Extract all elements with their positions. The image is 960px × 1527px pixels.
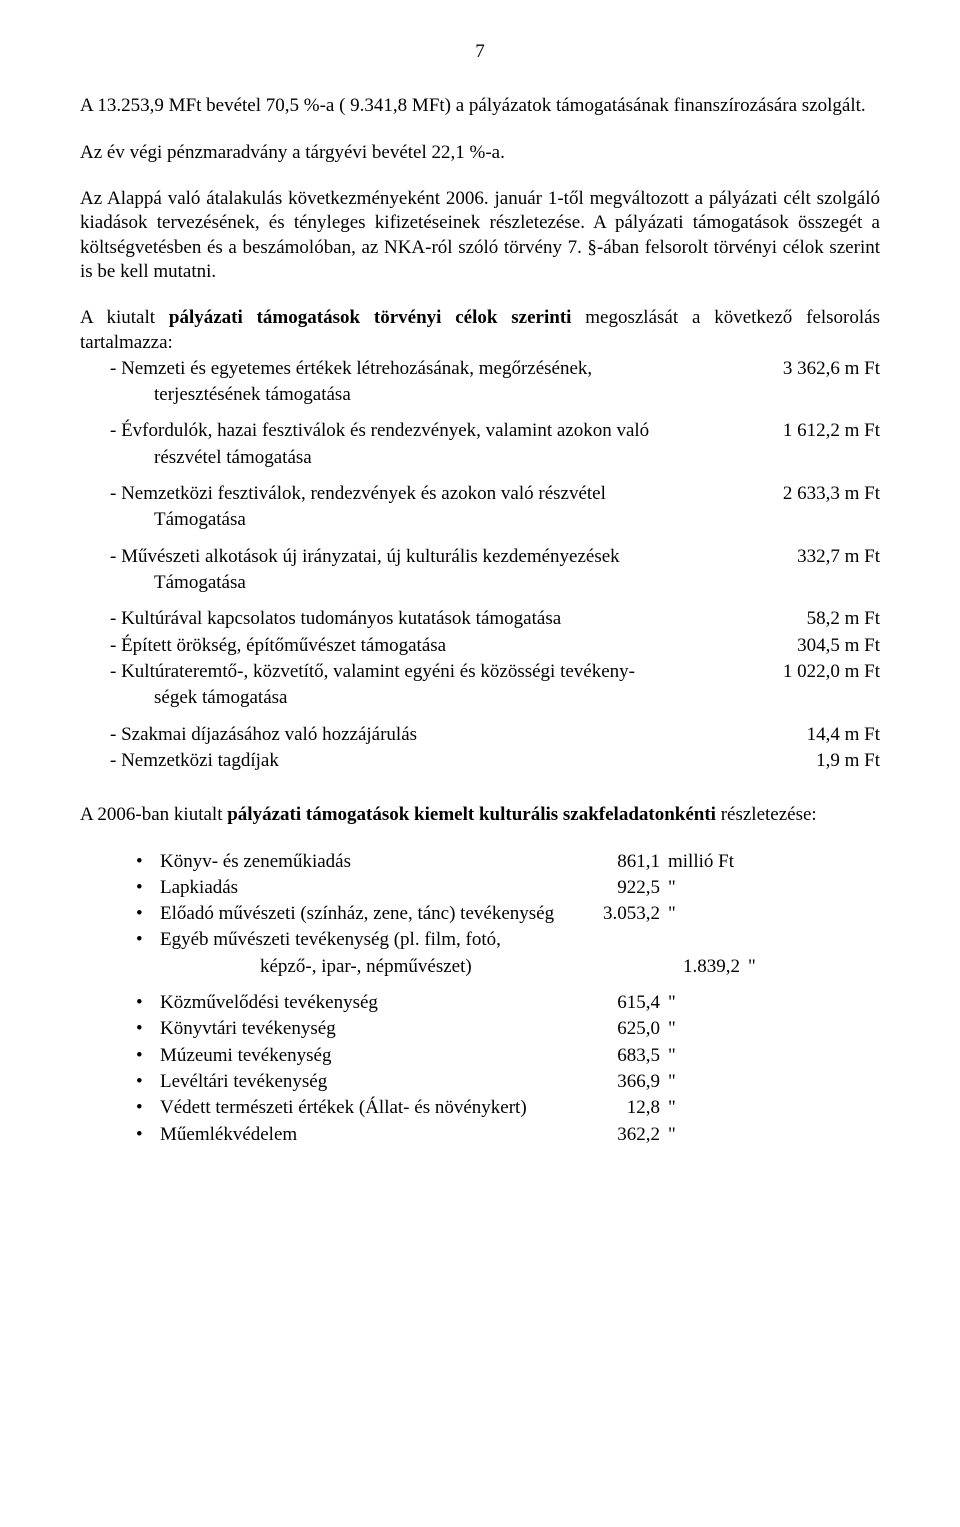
- task-unit: ": [660, 1123, 676, 1147]
- goal-value: 2 633,3 m Ft: [750, 482, 880, 506]
- goal-continuation: ségek támogatása: [110, 686, 880, 710]
- task-value: 683,5: [580, 1044, 660, 1068]
- task-unit: ": [660, 991, 676, 1015]
- goal-label: Nemzetközi fesztiválok, rendezvények és …: [110, 482, 750, 506]
- goal-row: Nemzeti és egyetemes értékek létrehozásá…: [110, 357, 880, 381]
- task-row: Műemlékvédelem362,2": [160, 1123, 880, 1147]
- tasks-list: Könyv- és zeneműkiadás861,1millió FtLapk…: [80, 850, 880, 1147]
- paragraph-1: A 13.253,9 MFt bevétel 70,5 %-a ( 9.341,…: [80, 94, 880, 118]
- task-label: Védett természeti értékek (Állat- és növ…: [160, 1096, 580, 1120]
- para5-bold: pályázati támogatások kiemelt kulturális…: [227, 804, 716, 825]
- task-unit: ": [660, 1096, 676, 1120]
- task-unit: ": [660, 1017, 676, 1041]
- document-page: 7 A 13.253,9 MFt bevétel 70,5 %-a ( 9.34…: [0, 0, 960, 1527]
- goal-continuation: terjesztésének támogatása: [110, 383, 880, 407]
- task-unit: ": [660, 876, 676, 900]
- task-value: [580, 928, 660, 952]
- task-row: Könyv- és zeneműkiadás861,1millió Ft: [160, 850, 880, 874]
- goal-value: 304,5 m Ft: [750, 634, 880, 658]
- task-row: Levéltári tevékenység366,9": [160, 1070, 880, 1094]
- para5-pre: A 2006-ban kiutalt: [80, 804, 227, 825]
- task-row: Előadó művészeti (színház, zene, tánc) t…: [160, 902, 880, 926]
- task-label: Lapkiadás: [160, 876, 580, 900]
- task-label: Egyéb művészeti tevékenység (pl. film, f…: [160, 928, 580, 952]
- goal-row: Kultúrával kapcsolatos tudományos kutatá…: [110, 607, 880, 631]
- goal-row: Épített örökség, építőművészet támogatás…: [110, 634, 880, 658]
- paragraph-3: Az Alappá való átalakulás következmények…: [80, 187, 880, 284]
- para4-bold: pályázati támogatások törvényi célok sze…: [169, 307, 572, 328]
- paragraph-2: Az év végi pénzmaradvány a tárgyévi bevé…: [80, 141, 880, 165]
- task-sub-label: képző-, ipar-, népművészet): [260, 955, 660, 979]
- task-label: Levéltári tevékenység: [160, 1070, 580, 1094]
- task-label: Múzeumi tevékenység: [160, 1044, 580, 1068]
- task-unit: millió Ft: [660, 850, 734, 874]
- task-unit: [660, 928, 668, 952]
- task-row: Könyvtári tevékenység625,0": [160, 1017, 880, 1041]
- goal-row: Évfordulók, hazai fesztiválok és rendezv…: [110, 419, 880, 443]
- goal-label: Művészeti alkotások új irányzatai, új ku…: [110, 545, 750, 569]
- goal-value: 14,4 m Ft: [750, 723, 880, 747]
- task-value: 615,4: [580, 991, 660, 1015]
- task-unit: ": [660, 1070, 676, 1094]
- goal-continuation: részvétel támogatása: [110, 446, 880, 470]
- task-sub-value: 1.839,2: [660, 955, 740, 979]
- task-label: Könyv- és zeneműkiadás: [160, 850, 580, 874]
- goal-value: 1 612,2 m Ft: [750, 419, 880, 443]
- goal-label: Kultúrával kapcsolatos tudományos kutatá…: [110, 607, 750, 631]
- goal-value: 332,7 m Ft: [750, 545, 880, 569]
- task-value: 366,9: [580, 1070, 660, 1094]
- goal-label: Szakmai díjazásához való hozzájárulás: [110, 723, 750, 747]
- para5-post: részletezése:: [716, 804, 817, 825]
- task-label: Műemlékvédelem: [160, 1123, 580, 1147]
- task-row: Közművelődési tevékenység615,4": [160, 991, 880, 1015]
- goal-continuation: Támogatása: [110, 508, 880, 532]
- goal-value: 1 022,0 m Ft: [750, 660, 880, 684]
- task-label: Előadó művészeti (színház, zene, tánc) t…: [160, 902, 580, 926]
- task-row: Lapkiadás922,5": [160, 876, 880, 900]
- task-row: Egyéb művészeti tevékenység (pl. film, f…: [160, 928, 880, 952]
- task-unit: ": [660, 902, 676, 926]
- task-sub-row: képző-, ipar-, népművészet)1.839,2": [160, 955, 880, 979]
- goal-label: Kultúrateremtő-, közvetítő, valamint egy…: [110, 660, 750, 684]
- page-number: 7: [80, 40, 880, 64]
- task-value: 3.053,2: [580, 902, 660, 926]
- task-value: 362,2: [580, 1123, 660, 1147]
- goal-row: Szakmai díjazásához való hozzájárulás14,…: [110, 723, 880, 747]
- goal-row: Nemzetközi tagdíjak1,9 m Ft: [110, 749, 880, 773]
- goal-label: Évfordulók, hazai fesztiválok és rendezv…: [110, 419, 750, 443]
- task-value: 861,1: [580, 850, 660, 874]
- goal-value: 1,9 m Ft: [750, 749, 880, 773]
- task-label: Könyvtári tevékenység: [160, 1017, 580, 1041]
- task-value: 625,0: [580, 1017, 660, 1041]
- goal-value: 58,2 m Ft: [750, 607, 880, 631]
- task-label: Közművelődési tevékenység: [160, 991, 580, 1015]
- paragraph-5: A 2006-ban kiutalt pályázati támogatások…: [80, 803, 880, 827]
- goal-label: Épített örökség, építőművészet támogatás…: [110, 634, 750, 658]
- goal-label: Nemzeti és egyetemes értékek létrehozásá…: [110, 357, 750, 381]
- task-row: Múzeumi tevékenység683,5": [160, 1044, 880, 1068]
- goals-list: Nemzeti és egyetemes értékek létrehozásá…: [80, 357, 880, 773]
- goal-label: Nemzetközi tagdíjak: [110, 749, 750, 773]
- task-row: Védett természeti értékek (Állat- és növ…: [160, 1096, 880, 1120]
- task-value: 922,5: [580, 876, 660, 900]
- para4-pre: A kiutalt: [80, 307, 169, 328]
- goal-row: Nemzetközi fesztiválok, rendezvények és …: [110, 482, 880, 506]
- goal-value: 3 362,6 m Ft: [750, 357, 880, 381]
- task-unit: ": [660, 1044, 676, 1068]
- paragraph-4: A kiutalt pályázati támogatások törvényi…: [80, 306, 880, 355]
- goal-continuation: Támogatása: [110, 571, 880, 595]
- task-value: 12,8: [580, 1096, 660, 1120]
- goal-row: Művészeti alkotások új irányzatai, új ku…: [110, 545, 880, 569]
- task-sub-unit: ": [740, 955, 756, 979]
- goal-row: Kultúrateremtő-, közvetítő, valamint egy…: [110, 660, 880, 684]
